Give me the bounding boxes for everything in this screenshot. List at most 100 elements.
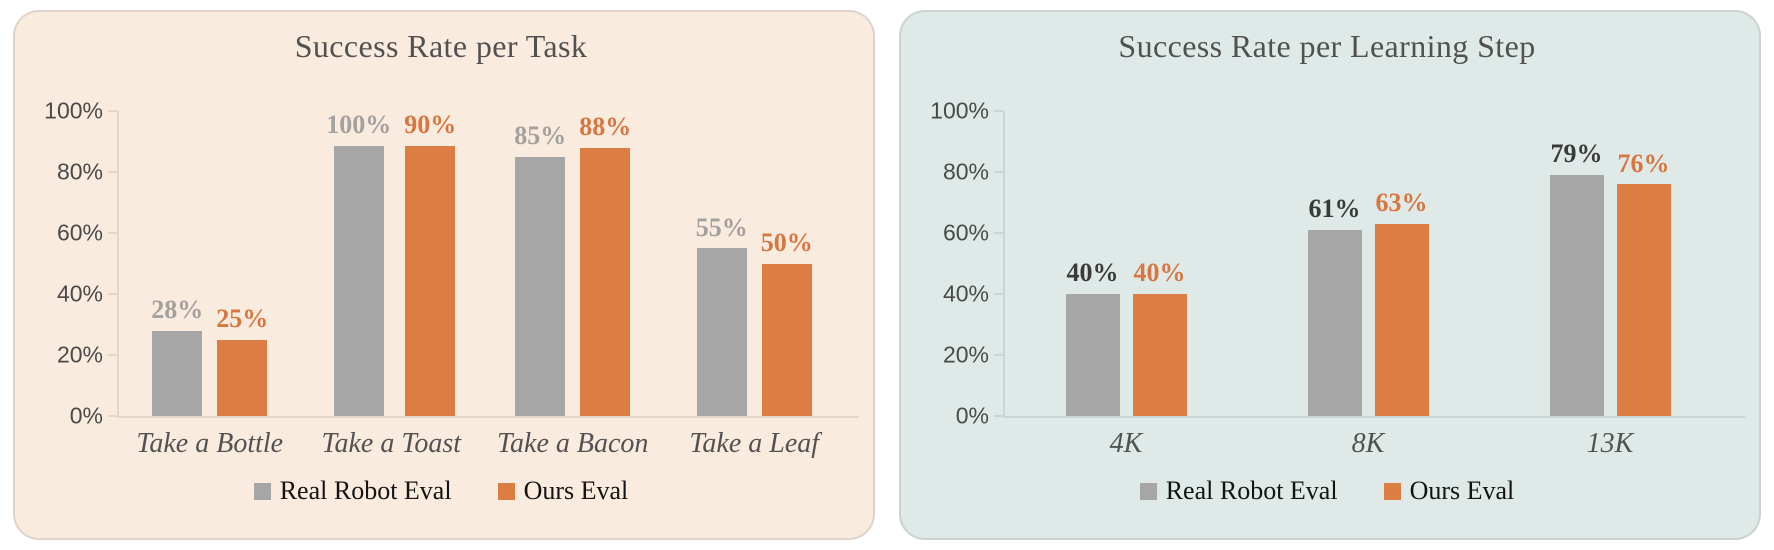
legend-label: Real Robot Eval [1165, 476, 1338, 505]
legend-item: Real Robot Eval [253, 476, 452, 506]
bar-value-label: 40% [1066, 258, 1119, 288]
bar [1132, 294, 1187, 416]
chart-card-success-per-task: Success Rate per Task 0% 20% 40% 60% 80% 100%… [13, 10, 875, 540]
bar-with-label: 55% [696, 111, 748, 416]
y-tick-mark [108, 293, 117, 295]
bar-chart-per-task: 0% 20% 40% 60% 80% 100% 28% 25% 100% 90% 85% 88% 55%… [37, 98, 859, 460]
y-tick-mark [994, 415, 1003, 417]
x-axis-line [1003, 416, 1745, 418]
bar-with-label: 88% [579, 111, 631, 416]
bar-with-label: 85% [514, 111, 566, 416]
bar-group-slot: 79% 76% [1489, 111, 1731, 416]
bar-with-label: 28% [151, 111, 203, 416]
y-tick-label: 40% [56, 280, 103, 307]
plot-area: 0% 20% 40% 60% 80% 100% 40% 40% 61% 63% 79% 76% [930, 98, 1745, 429]
bar [1549, 175, 1604, 416]
category-label: Take a Leaf [689, 428, 820, 459]
legend-swatch [1383, 482, 1401, 500]
bar [515, 156, 566, 416]
legend-swatch [253, 482, 271, 500]
bar-value-label: 85% [514, 121, 567, 151]
category-label: 4K [1109, 428, 1143, 459]
chart-card-success-per-learning-step: Success Rate per Learning Step 0% 20% 40% 6… [899, 10, 1761, 540]
bar [152, 330, 203, 416]
y-tick-label: 80% [56, 158, 103, 185]
bar-with-label: 90% [404, 110, 457, 416]
category-label: 13K [1586, 428, 1634, 459]
category-label: Take a Bottle [136, 428, 284, 459]
legend-item: Ours Eval [1383, 476, 1515, 506]
legend-swatch [497, 482, 515, 500]
bar [761, 263, 812, 416]
bar [1374, 223, 1429, 416]
bar-value-label: 79% [1550, 139, 1603, 169]
bar-group-slot: 61% 63% [1247, 111, 1489, 416]
bar-group-slot: 85% 88% [482, 111, 664, 416]
legend-swatch [1139, 482, 1157, 500]
category-label: Take a Bacon [497, 428, 649, 459]
bar [580, 147, 631, 416]
legend-item: Ours Eval [497, 476, 628, 506]
bar-group-slot: 28% 25% [119, 111, 301, 416]
plot-area: 0% 20% 40% 60% 80% 100% 28% 25% 100% 90% 85% 88% 55%… [44, 98, 859, 429]
bar-group-slot: 55% 50% [664, 111, 846, 416]
y-tick-mark [108, 232, 117, 234]
bar-value-label: 55% [695, 212, 748, 242]
y-tick-mark [994, 110, 1003, 112]
y-tick-label: 60% [56, 219, 103, 246]
bar-value-label: 100% [326, 110, 392, 139]
bar-group-slot: 100% 90% [301, 110, 483, 416]
x-axis-labels: Take a Bottle Take a Toast Take a Bacon Tak… [119, 428, 845, 460]
x-axis-line [117, 416, 859, 418]
chart-title: Success Rate per Learning Step [1118, 28, 1536, 64]
bar-value-label: 61% [1308, 194, 1361, 224]
bar-with-label: 79% [1549, 111, 1604, 416]
bar-group: 61% 63% [1307, 111, 1429, 416]
y-tick-label: 0% [955, 402, 989, 429]
y-tick-label: 100% [930, 97, 989, 124]
y-tick-mark [994, 354, 1003, 356]
y-axis-line [1003, 111, 1005, 418]
legend-label: Ours Eval [1409, 476, 1515, 505]
y-axis-line [117, 111, 119, 418]
bar [696, 248, 747, 416]
legend-label: Real Robot Eval [279, 476, 452, 505]
bar [217, 339, 268, 416]
y-tick-mark [108, 415, 117, 417]
y-tick-mark [108, 354, 117, 356]
y-tick-label: 20% [942, 341, 989, 368]
bar [1616, 184, 1671, 416]
bar-value-label: 40% [1133, 258, 1186, 288]
bar-value-label: 50% [760, 227, 813, 257]
y-tick-mark [108, 171, 117, 173]
y-tick-label: 20% [56, 341, 103, 368]
bar-with-label: 100% [326, 110, 392, 416]
y-tick-mark [994, 293, 1003, 295]
bar-with-label: 40% [1132, 111, 1187, 416]
y-tick-label: 60% [942, 219, 989, 246]
y-tick-label: 100% [44, 97, 103, 124]
y-tick-mark [994, 232, 1003, 234]
bar-group: 85% 88% [514, 111, 631, 416]
y-tick-mark [108, 110, 117, 112]
bar-value-label: 63% [1375, 188, 1428, 218]
bar-value-label: 90% [404, 110, 457, 139]
bar-with-label: 25% [216, 111, 268, 416]
bar-with-label: 63% [1374, 111, 1429, 416]
x-axis-labels: 4K 8K 13K [1005, 428, 1731, 460]
bar-value-label: 28% [151, 295, 204, 325]
chart-title: Success Rate per Task [294, 28, 588, 64]
bar [405, 145, 456, 416]
y-tick-label: 40% [942, 280, 989, 307]
bar-with-label: 40% [1065, 111, 1120, 416]
category-label: 8K [1351, 428, 1385, 459]
bar-value-label: 76% [1617, 148, 1670, 178]
bar-with-label: 50% [761, 111, 813, 416]
bar-chart-per-learning-step: 0% 20% 40% 60% 80% 100% 40% 40% 61% 63% 79% 76% 4K 8… [923, 98, 1745, 460]
bar-group: 100% 90% [326, 110, 457, 416]
bar-group: 40% 40% [1065, 111, 1187, 416]
bar [333, 145, 384, 416]
bar-group-slot: 40% 40% [1005, 111, 1247, 416]
legend-item: Real Robot Eval [1139, 476, 1338, 506]
